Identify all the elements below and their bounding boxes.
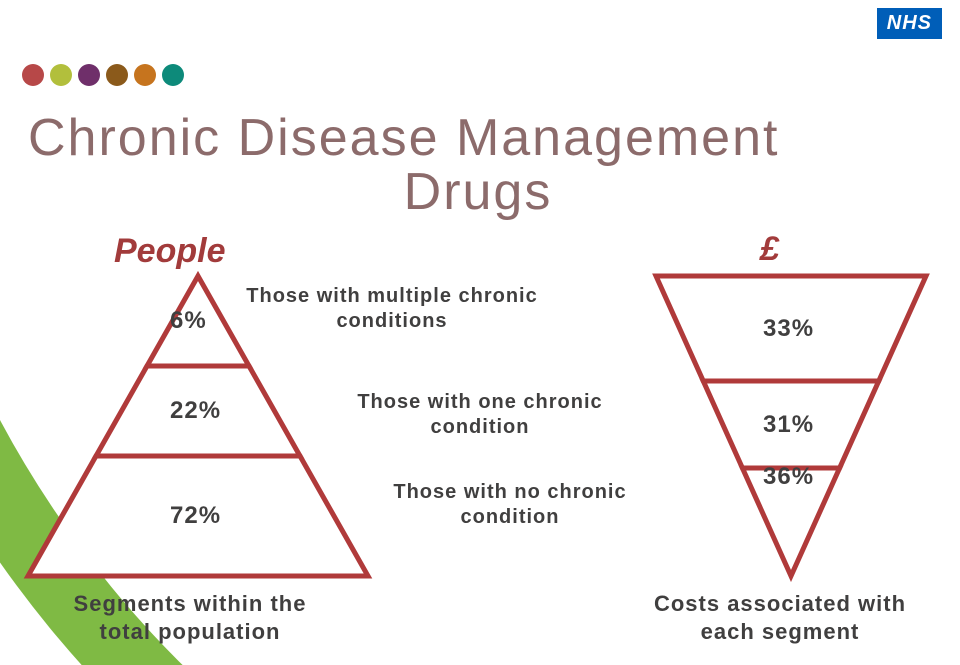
people-label: People [114, 232, 225, 271]
inverted-pct-middle: 31% [763, 411, 814, 439]
page-title: Chronic Disease Management Drugs [28, 108, 928, 222]
nice-line1: National Institute for [712, 43, 942, 65]
caption-left: Segments within the total population [50, 590, 330, 645]
logo-block: NHS National Institute for Health and Cl… [712, 8, 942, 84]
dot-3 [78, 64, 100, 86]
dot-4 [106, 64, 128, 86]
nice-line2: Health and Clinical Excellence [712, 65, 942, 84]
desc-one: Those with one chronic condition [330, 390, 630, 440]
nice-text: National Institute for Health and Clinic… [712, 43, 942, 84]
logo-right: NHS National Institute for Health and Cl… [712, 8, 942, 84]
title-line2: Drugs [28, 162, 928, 222]
inverted-pct-bottom: 36% [763, 463, 814, 491]
page-root: NHS National Institute for Health and Cl… [0, 0, 960, 665]
pound-label: £ [760, 230, 779, 269]
dot-6 [162, 64, 184, 86]
nhs-logo: NHS [877, 8, 942, 39]
upright-pct-top: 6% [170, 307, 207, 335]
header-dots [22, 64, 184, 86]
desc-multiple: Those with multiple chronic conditions [242, 284, 542, 334]
dot-5 [134, 64, 156, 86]
dot-2 [50, 64, 72, 86]
upright-pct-middle: 22% [170, 397, 221, 425]
title-line1: Chronic Disease Management [28, 108, 928, 168]
upright-pct-bottom: 72% [170, 502, 221, 530]
caption-right: Costs associated with each segment [640, 590, 920, 645]
inverted-pct-top: 33% [763, 315, 814, 343]
desc-none: Those with no chronic condition [360, 480, 660, 530]
dot-1 [22, 64, 44, 86]
